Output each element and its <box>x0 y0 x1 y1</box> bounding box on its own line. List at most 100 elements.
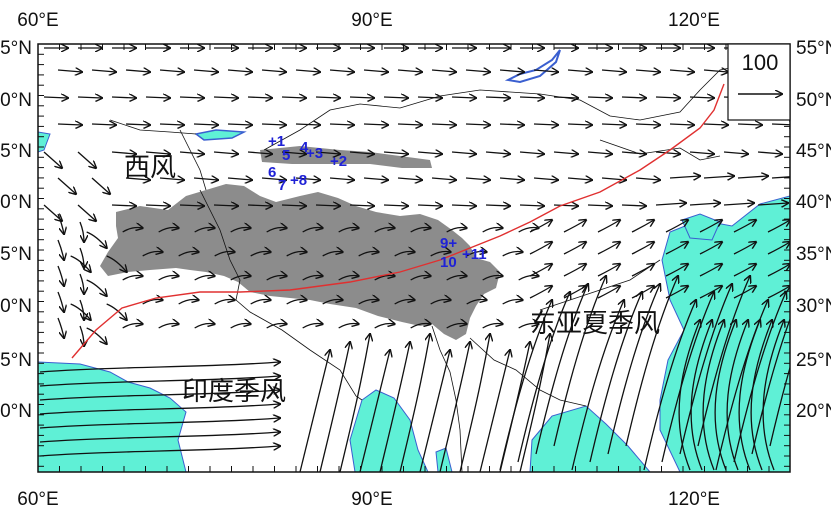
wind-arrow-244 <box>459 334 490 472</box>
wind-arrow-89 <box>77 151 96 168</box>
wind-arrow-243 <box>439 342 470 472</box>
wind-arrow-144 <box>451 205 476 206</box>
wind-arrow-96 <box>315 152 340 154</box>
wind-arrow-24 <box>125 70 150 72</box>
wind-arrow-186 <box>302 276 323 281</box>
site-5: 5 <box>282 147 290 164</box>
wind-arrow-54 <box>383 97 408 98</box>
wind-arrow-276 <box>665 220 688 233</box>
wind-arrow-101 <box>485 152 510 154</box>
wind-arrow-122 <box>465 178 490 180</box>
wind-arrow-281 <box>563 242 586 255</box>
wind-arrow-33 <box>431 70 456 72</box>
wind-arrow-227 <box>57 317 64 338</box>
wind-arrow-201 <box>358 300 379 305</box>
wind-arrow-57 <box>485 97 510 98</box>
site-6: 6 <box>268 164 276 181</box>
wind-arrow-92 <box>179 152 204 154</box>
wind-arrow-94 <box>247 152 272 154</box>
lon-label-bottom-120: 120°E <box>668 489 720 510</box>
wind-arrow-118 <box>329 178 354 180</box>
wind-arrow-249 <box>517 292 570 463</box>
wind-arrow-85 <box>703 124 728 125</box>
wind-arrow-169 <box>142 252 163 257</box>
wind-arrow-70 <box>193 124 218 125</box>
wind-arrow-178 <box>466 252 487 257</box>
lat-label-right-45: 45°N <box>796 141 831 162</box>
wind-arrow-297 <box>563 286 586 299</box>
wind-arrow-84 <box>669 124 694 125</box>
wind-arrow-295 <box>767 264 790 277</box>
lat-label-left-45: 45°N <box>0 141 32 162</box>
wind-arrow-47 <box>145 97 170 98</box>
wind-arrow-129 <box>703 176 734 178</box>
wind-arrow-76 <box>397 124 422 125</box>
yellow-sea <box>681 213 721 241</box>
wind-arrow-173 <box>286 252 307 257</box>
wind-arrow-241 <box>399 334 430 472</box>
wind-arrow-79 <box>499 124 524 125</box>
wind-arrow-55 <box>417 97 442 98</box>
wind-arrow-50 <box>247 97 272 98</box>
wind-arrow-34 <box>465 70 490 72</box>
wind-arrow-114 <box>193 178 218 180</box>
lat-label-left-25: 25°N <box>0 350 32 371</box>
wind-arrow-242 <box>419 350 450 472</box>
wind-arrow-254 <box>607 284 660 455</box>
lat-label-left-20: 20°N <box>0 401 32 422</box>
wind-arrow-231 <box>39 390 280 401</box>
reference-vector-value: 100 <box>742 50 779 75</box>
wind-arrow-265 <box>690 320 712 471</box>
wind-arrow-219 <box>57 213 64 234</box>
wind-arrow-53 <box>349 97 374 98</box>
wind-arrow-66 <box>57 124 82 125</box>
wind-arrow-142 <box>383 205 408 206</box>
site-1: +1 <box>268 133 285 150</box>
wind-arrow-264 <box>678 320 700 471</box>
wind-arrow-98 <box>383 152 408 154</box>
wind-arrow-288 <box>529 264 552 277</box>
wind-arrow-143 <box>417 205 442 206</box>
wind-arrow-248 <box>499 300 552 471</box>
wind-arrow-221 <box>57 239 64 260</box>
lon-label-bottom-60: 60°E <box>17 489 58 510</box>
wind-arrow-123 <box>499 178 524 180</box>
wind-arrow-163 <box>410 228 431 233</box>
region-label-indian-monsoon: 印度季风 <box>182 377 286 407</box>
wind-arrow-82 <box>601 124 626 125</box>
site-10: 10 <box>440 254 457 271</box>
wind-arrow-181 <box>122 276 143 281</box>
wind-arrow-185 <box>266 276 287 281</box>
wind-arrow-26 <box>193 70 218 72</box>
wind-arrow-113 <box>159 178 184 180</box>
wind-arrow-187 <box>338 276 359 281</box>
lat-label-right-40: 40°N <box>796 192 831 213</box>
wind-arrow-39 <box>635 70 660 72</box>
wind-arrow-210 <box>230 324 251 329</box>
wind-arrow-236 <box>299 350 330 472</box>
wind-arrow-71 <box>227 124 252 125</box>
wind-arrow-63 <box>689 97 714 98</box>
wind-arrow-147 <box>553 205 578 206</box>
wind-arrow-179 <box>502 252 523 257</box>
wind-arrow-121 <box>431 178 456 180</box>
wind-arrow-184 <box>230 276 251 281</box>
wind-arrow-267 <box>714 320 736 471</box>
wind-arrow-164 <box>446 228 467 233</box>
wind-arrow-37 <box>567 70 592 72</box>
lat-label-right-50: 50°N <box>796 90 831 111</box>
wind-arrow-103 <box>553 152 578 154</box>
wind-arrow-188 <box>374 276 395 281</box>
wind-arrow-91 <box>145 152 170 154</box>
wind-arrow-133 <box>77 204 96 221</box>
andaman-sea <box>435 447 453 472</box>
wind-arrow-27 <box>227 70 252 72</box>
wind-arrow-191 <box>482 276 503 281</box>
wind-arrow-189 <box>410 276 431 281</box>
wind-arrow-235 <box>39 446 280 457</box>
wind-arrow-208 <box>158 324 179 329</box>
wind-arrow-137 <box>213 205 238 206</box>
wind-arrow-61 <box>621 97 646 98</box>
wind-arrow-108 <box>723 152 748 154</box>
wind-arrow-190 <box>446 276 467 281</box>
